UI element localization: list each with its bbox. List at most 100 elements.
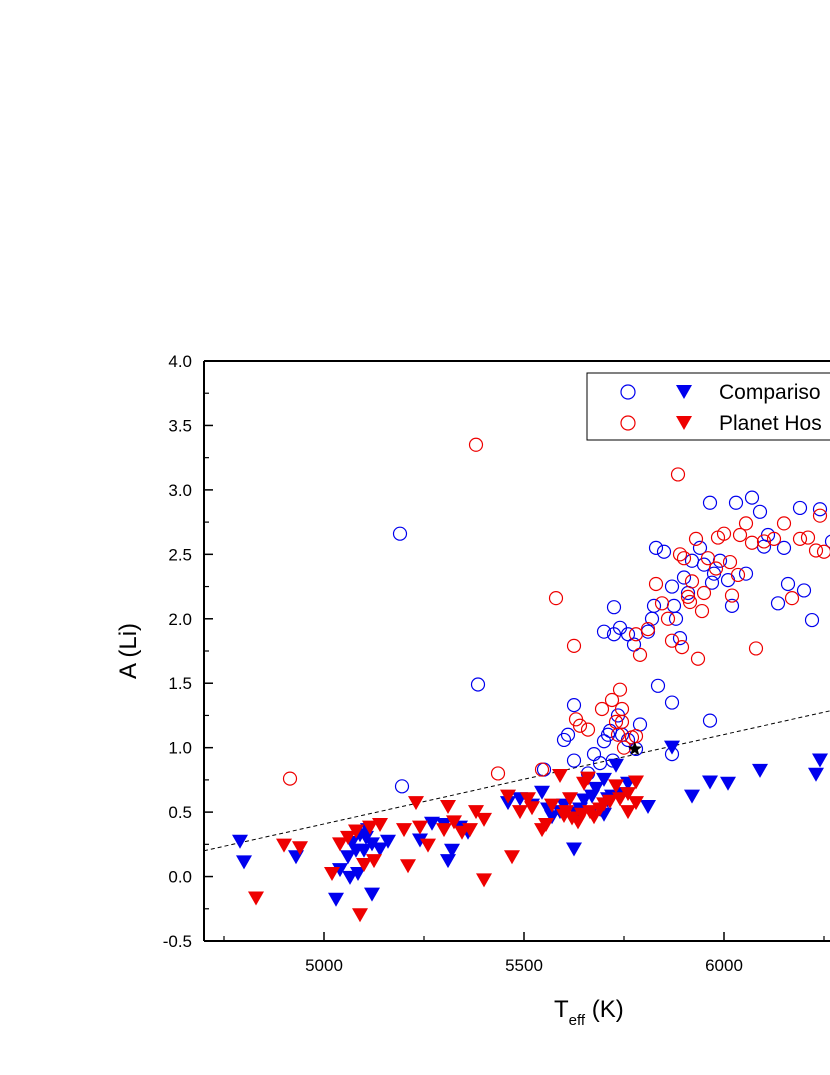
comparison-li-upper-limit-point <box>236 855 252 870</box>
planet_hosts-li-detection-point <box>784 591 800 606</box>
comparison-li-detection-point <box>560 727 576 742</box>
legend-box <box>586 372 830 441</box>
planet_hosts-li-detection-point <box>614 714 630 729</box>
planet_hosts-li-detection-point <box>676 551 692 566</box>
planet_hosts-li-detection-point <box>654 596 670 611</box>
legend-comparison-triangle-marker <box>676 385 692 399</box>
comparison-li-upper-limit-point <box>576 793 592 808</box>
x-tick-label: 6000 <box>705 956 743 975</box>
comparison-li-detection-point <box>728 495 744 510</box>
comparison-li-upper-limit-point <box>440 854 456 869</box>
planet_hosts-li-detection-point <box>738 516 754 531</box>
ticks: 5000 5500 6000 -0.5 0.0 0.5 1.0 1.5 2.0 2.5 3.0 3.5… <box>163 352 825 975</box>
planet_hosts-li-upper-limit-point <box>352 908 368 923</box>
comparison-li-detection-point <box>672 631 688 646</box>
comparison-li-detection-point <box>738 566 754 581</box>
planet_hosts-li-detection-point <box>572 718 588 733</box>
planet_hosts-li-upper-limit-point <box>412 820 428 835</box>
planet_hosts-li-detection-point <box>632 647 648 662</box>
y-tick-label: 1.0 <box>168 739 192 758</box>
x-axis-title-main: T <box>554 996 569 1023</box>
planet_hosts-li-detection-point <box>566 638 582 653</box>
x-tick-label: 5000 <box>305 956 343 975</box>
planet_hosts-li-detection-point <box>690 651 706 666</box>
legend-planet-hosts-label: Planet Hos <box>719 412 822 435</box>
comparison-li-upper-limit-point <box>342 870 358 885</box>
planet_hosts-li-upper-limit-point <box>552 769 568 784</box>
planet_hosts-li-detection-point <box>660 611 676 626</box>
planet_hosts-li-upper-limit-point <box>524 801 540 816</box>
planet_hosts-li-upper-limit-point <box>628 796 644 811</box>
planet_hosts-li-detection-point <box>716 526 732 541</box>
comparison-li-detection-point <box>796 583 812 598</box>
planet_hosts-li-upper-limit-point <box>468 805 484 820</box>
comparison-li-upper-limit-point <box>340 850 356 865</box>
y-tick-label: 0.0 <box>168 868 192 887</box>
comparison-li-upper-limit-point <box>664 740 680 755</box>
planet_hosts-li-upper-limit-point <box>340 830 356 845</box>
planet_hosts-li-upper-limit-point <box>396 823 412 838</box>
planet_hosts-li-detection-point <box>744 535 760 550</box>
legend-comparison-label: Compariso <box>719 381 821 404</box>
comparison-li-detection-point <box>752 504 768 519</box>
comparison-li-detection-point <box>684 553 700 568</box>
comparison-li-upper-limit-point <box>332 863 348 878</box>
x-axis-title-unit: (K) <box>585 996 624 1023</box>
planet_hosts-li-detection-point <box>628 728 644 744</box>
comparison-li-detection-point <box>676 570 692 585</box>
planet_hosts-li-upper-limit-point <box>440 799 456 814</box>
planet_hosts-li-detection-point <box>700 551 716 566</box>
comparison-li-detection-point <box>626 637 642 652</box>
comparison-li-upper-limit-point <box>444 843 460 858</box>
comparison-li-detection-point <box>702 495 718 510</box>
comparison-li-detection-point <box>586 747 602 762</box>
y-tick-label: 2.0 <box>168 610 192 629</box>
comparison-li-upper-limit-point <box>812 753 828 768</box>
planet_hosts-li-detection-point <box>694 603 710 619</box>
planet_hosts-li-upper-limit-point <box>476 873 492 888</box>
planet_hosts-li-upper-limit-point <box>276 838 292 853</box>
planet_hosts-li-upper-limit-point <box>420 838 436 853</box>
comparison-li-detection-point <box>804 612 820 628</box>
comparison-li-upper-limit-point <box>588 781 604 796</box>
comparison-li-upper-limit-point <box>328 892 344 907</box>
trend-line-layer <box>204 710 830 852</box>
planet_hosts-li-detection-point <box>766 531 782 546</box>
comparison-li-detection-point <box>812 502 828 517</box>
comparison-li-detection-point <box>780 576 796 592</box>
comparison-li-upper-limit-point <box>372 842 388 857</box>
y-tick-label: 3.5 <box>168 416 192 435</box>
comparison-li-detection-point <box>648 540 664 555</box>
comparison-li-upper-limit-point <box>684 789 700 804</box>
planet_hosts-li-detection-point <box>580 722 596 737</box>
comparison-li-detection-point <box>566 753 582 768</box>
sun-star-marker <box>627 741 642 756</box>
comparison-li-upper-limit-point <box>640 799 656 814</box>
planet_hosts-li-detection-point <box>688 531 704 546</box>
planet_hosts-li-upper-limit-point <box>602 794 618 809</box>
planet_hosts-li-detection-point <box>468 437 484 452</box>
comparison-li-detection-point <box>596 624 612 639</box>
comparison-li-upper-limit-point <box>364 887 380 902</box>
y-tick-label: 4.0 <box>168 352 192 371</box>
planet_hosts-li-upper-limit-point <box>332 837 348 852</box>
planet_hosts-li-detection-point <box>808 543 824 558</box>
planet_hosts-li-detection-point <box>724 588 740 603</box>
planet_hosts-li-detection-point <box>708 561 724 576</box>
planet_hosts-li-upper-limit-point <box>356 857 372 872</box>
legend: Compariso Planet Hos <box>586 372 830 441</box>
data-points-layer <box>232 437 830 923</box>
comparison-li-upper-limit-point <box>424 816 440 831</box>
comparison-li-detection-point <box>650 678 666 693</box>
planet_hosts-li-upper-limit-point <box>348 824 364 839</box>
planet_hosts-li-upper-limit-point <box>628 775 644 790</box>
planet_hosts-li-upper-limit-point <box>620 805 636 820</box>
comparison-li-upper-limit-point <box>608 758 624 773</box>
comparison-li-detection-point <box>470 677 486 692</box>
planet_hosts-li-upper-limit-point <box>620 787 636 802</box>
planet_hosts-li-upper-limit-point <box>562 792 578 807</box>
comparison-li-detection-point <box>556 732 572 748</box>
comparison-li-detection-point <box>720 573 736 588</box>
x-tick-label: 5500 <box>505 956 543 975</box>
